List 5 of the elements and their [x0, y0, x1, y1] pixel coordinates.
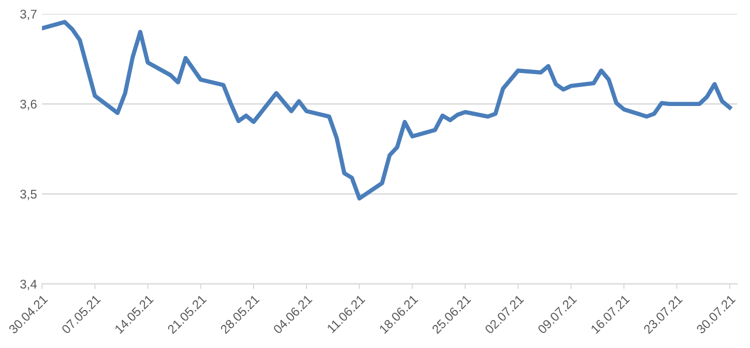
line-series: [42, 20, 732, 201]
y-tick-label: 3,6: [20, 100, 37, 110]
y-tick-label: 3,4: [20, 280, 37, 290]
y-tick-label: 3,5: [20, 190, 37, 200]
y-tick-label: 3,7: [20, 10, 37, 20]
